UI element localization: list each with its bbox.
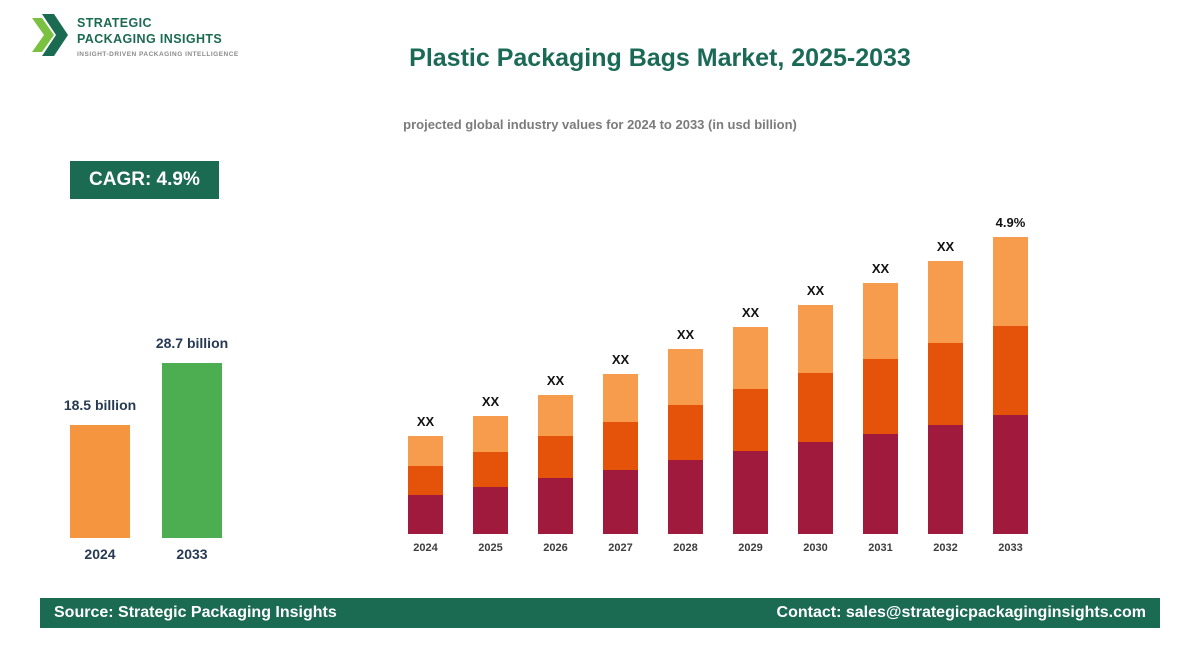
bar-column: XX 2032 <box>928 239 963 554</box>
logo-tagline: INSIGHT-DRIVEN PACKAGING INTELLIGENCE <box>77 51 239 59</box>
bar-value-label: XX <box>676 327 695 342</box>
bar-year-label: 2028 <box>673 542 698 554</box>
bar-segment-middle <box>538 436 573 478</box>
stacked-bar-chart: XX 2024 XX 2025 XX 2026 XX 2027 XX 2028 XX 2029 XX 20… <box>408 215 1028 554</box>
stacked-bar <box>733 327 768 534</box>
bar-value-label: XX <box>871 261 890 276</box>
bar-segment-middle <box>993 326 1028 415</box>
bar-segment-middle <box>668 405 703 460</box>
bar-value-label: XX <box>611 352 630 367</box>
bar-segment-top <box>863 283 898 359</box>
logo-line-2: PACKAGING INSIGHTS <box>77 31 223 46</box>
bar-column: XX 2030 <box>798 283 833 554</box>
bar-year-label: 2029 <box>738 542 763 554</box>
bar-segment-bottom <box>603 470 638 534</box>
bar-segment-top <box>603 374 638 422</box>
stacked-bar <box>538 395 573 534</box>
bar-segment-middle <box>733 389 768 451</box>
bar-column: XX 2025 <box>473 394 508 554</box>
bar-year-label: 2025 <box>478 542 503 554</box>
bar-year-label: 2031 <box>868 542 893 554</box>
bar-year-label: 2027 <box>608 542 633 554</box>
page-title: Plastic Packaging Bags Market, 2025-2033 <box>409 44 911 72</box>
bar-segment-top <box>733 327 768 389</box>
cagr-badge: CAGR: 4.9% <box>70 161 219 199</box>
bar-segment-bottom <box>798 442 833 534</box>
bar-segment-bottom <box>538 478 573 534</box>
stacked-bar <box>863 283 898 534</box>
bar-year-label: 2024 <box>413 542 438 554</box>
bar-value-label: XX <box>741 305 760 320</box>
bar-value-label: XX <box>936 239 955 254</box>
bar-segment-middle <box>408 466 443 495</box>
bar-column: XX 2028 <box>668 327 703 554</box>
page-subtitle: projected global industry values for 202… <box>403 117 797 132</box>
bar-segment-bottom <box>408 495 443 534</box>
bar-year-label: 2032 <box>933 542 958 554</box>
summary-chart: 18.5 billion 2024 28.7 billion 2033 <box>64 335 228 562</box>
bar-column: XX 2024 <box>408 414 443 554</box>
bar-segment-middle <box>863 359 898 434</box>
bar-segment-top <box>408 436 443 466</box>
summary-value-label: 18.5 billion <box>63 397 137 413</box>
bar-value-label: XX <box>481 394 500 409</box>
bar-year-label: 2033 <box>998 542 1023 554</box>
bar-value-label: 4.9% <box>995 215 1026 230</box>
bar-segment-middle <box>798 373 833 442</box>
logo-text: STRATEGIC PACKAGING INSIGHTS INSIGHT-DRI… <box>77 14 239 58</box>
footer-contact: Contact: sales@strategicpackaginginsight… <box>776 604 1146 621</box>
bar-value-label: XX <box>546 373 565 388</box>
bar-segment-bottom <box>668 460 703 534</box>
stacked-bar <box>668 349 703 534</box>
bar-segment-bottom <box>733 451 768 534</box>
bar-year-label: 2026 <box>543 542 568 554</box>
stacked-bar <box>408 436 443 534</box>
summary-bar <box>70 425 130 538</box>
summary-bar-column: 28.7 billion 2033 <box>156 335 228 562</box>
bar-segment-bottom <box>473 487 508 534</box>
stacked-bar <box>928 261 963 534</box>
bar-segment-top <box>538 395 573 436</box>
bar-segment-top <box>473 416 508 452</box>
stacked-bar <box>993 237 1028 534</box>
bar-column: 4.9% 2033 <box>993 215 1028 554</box>
bar-column: XX 2026 <box>538 373 573 554</box>
footer-bar: Source: Strategic Packaging Insights Con… <box>40 598 1160 628</box>
bar-segment-bottom <box>928 425 963 534</box>
summary-year-label: 2024 <box>84 546 116 562</box>
bar-value-label: XX <box>806 283 825 298</box>
bar-segment-middle <box>473 452 508 487</box>
summary-year-label: 2033 <box>176 546 208 562</box>
footer-source: Source: Strategic Packaging Insights <box>54 604 337 621</box>
bar-year-label: 2030 <box>803 542 828 554</box>
bar-column: XX 2029 <box>733 305 768 554</box>
stacked-bar <box>473 416 508 534</box>
stacked-bar <box>798 305 833 534</box>
bar-segment-middle <box>603 422 638 470</box>
bar-column: XX 2031 <box>863 261 898 554</box>
bar-segment-middle <box>928 343 963 425</box>
logo-line-1: STRATEGIC <box>77 16 152 30</box>
stacked-bar <box>603 374 638 534</box>
logo-chevron-icon <box>32 14 68 61</box>
summary-bar-column: 18.5 billion 2024 <box>64 397 136 562</box>
bar-value-label: XX <box>416 414 435 429</box>
brand-logo: STRATEGIC PACKAGING INSIGHTS INSIGHT-DRI… <box>32 14 239 61</box>
bar-segment-top <box>928 261 963 343</box>
bar-segment-top <box>993 237 1028 326</box>
bar-column: XX 2027 <box>603 352 638 554</box>
bar-segment-bottom <box>993 415 1028 534</box>
bar-segment-top <box>668 349 703 405</box>
bar-segment-bottom <box>863 434 898 534</box>
bar-segment-top <box>798 305 833 373</box>
summary-bar <box>162 363 222 538</box>
summary-value-label: 28.7 billion <box>155 335 229 351</box>
